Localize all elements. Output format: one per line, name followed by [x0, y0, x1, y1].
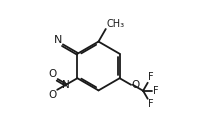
- Text: F: F: [153, 86, 158, 96]
- Text: F: F: [148, 99, 154, 109]
- Text: N: N: [62, 80, 70, 90]
- Text: N: N: [53, 35, 62, 44]
- Text: F: F: [148, 72, 154, 82]
- Text: O: O: [131, 80, 140, 89]
- Text: O: O: [49, 69, 57, 79]
- Text: CH₃: CH₃: [106, 19, 125, 29]
- Text: O: O: [49, 90, 57, 100]
